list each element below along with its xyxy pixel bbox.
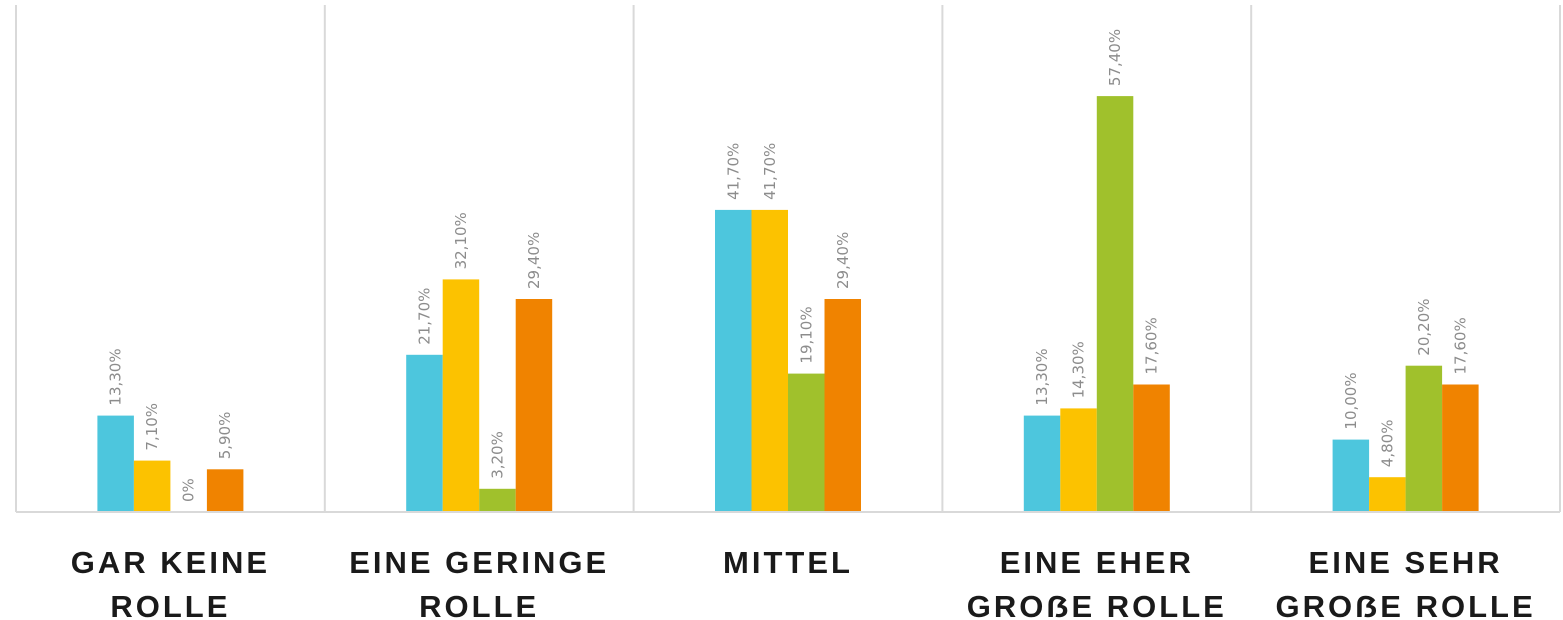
bar: [406, 354, 443, 512]
bar: [515, 299, 553, 512]
bar: [824, 299, 861, 512]
bar: [133, 460, 171, 512]
data-label: 20,20%: [1415, 298, 1433, 355]
bar: [1332, 439, 1370, 512]
data-label: 13,30%: [107, 348, 125, 405]
data-label: 10,00%: [1342, 372, 1360, 429]
data-label: 21,70%: [416, 288, 434, 345]
bar: [479, 488, 516, 512]
category-label: ROLLE: [110, 589, 230, 620]
data-label: 29,40%: [525, 232, 543, 289]
data-label: 13,30%: [1033, 348, 1051, 405]
bar: [788, 373, 825, 512]
data-label: 19,10%: [797, 306, 815, 363]
bar: [97, 415, 134, 512]
data-label: 17,60%: [1451, 317, 1469, 374]
data-label: 0%: [180, 478, 198, 502]
data-label: 57,40%: [1106, 29, 1124, 86]
bar: [206, 469, 244, 512]
category-label: EINE SEHR: [1309, 545, 1503, 580]
category-label: GAR KEINE: [71, 545, 270, 580]
bar: [1369, 477, 1406, 512]
data-labels-group: 13,30% 7,10% 0% 5,90% 21,70% 32,10% 3,20% 29,40…: [107, 29, 1470, 502]
bar: [1060, 408, 1097, 512]
bar: [715, 209, 752, 512]
bar: [1133, 384, 1170, 512]
category-labels-group: GAR KEINE ROLLE EINE GERINGE ROLLE MITTEL EIN…: [71, 545, 1536, 620]
bar: [1096, 96, 1134, 512]
data-label: 7,10%: [143, 403, 161, 451]
data-label: 32,10%: [452, 212, 470, 269]
category-label: GROẞE ROLLE: [967, 589, 1227, 620]
category-label: MITTEL: [723, 545, 853, 580]
bars-group: [97, 96, 1479, 512]
category-label: GROẞE ROLLE: [1276, 589, 1536, 620]
data-label: 4,80%: [1378, 420, 1396, 468]
bar: [1405, 365, 1443, 512]
data-label: 17,60%: [1143, 317, 1161, 374]
bar: [1442, 384, 1479, 512]
category-separators: [15, 5, 1561, 512]
category-label: ROLLE: [419, 589, 539, 620]
data-label: 14,30%: [1070, 341, 1088, 398]
bar: [1023, 415, 1061, 512]
bar: [442, 279, 480, 512]
data-label: 3,20%: [489, 431, 507, 479]
category-label: EINE GERINGE: [349, 545, 609, 580]
data-label: 41,70%: [761, 143, 779, 200]
bar: [751, 209, 788, 512]
data-label: 41,70%: [724, 143, 742, 200]
data-label: 29,40%: [834, 232, 852, 289]
data-label: 5,90%: [216, 412, 234, 460]
category-label: EINE EHER: [1000, 545, 1194, 580]
